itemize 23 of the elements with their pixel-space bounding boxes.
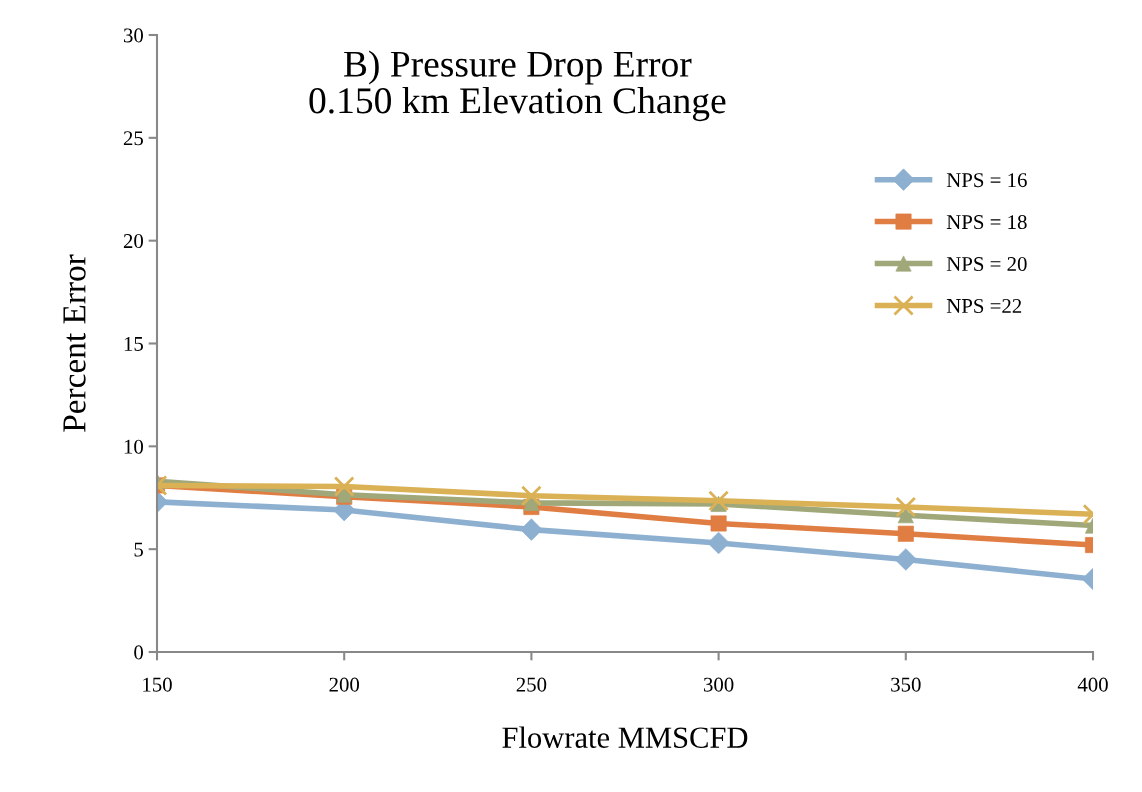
x-tick-label: 200 <box>329 677 360 692</box>
y-axis-title: Percent Error <box>63 254 86 432</box>
y-tick-label: 15 <box>124 336 143 351</box>
y-tick-label: 30 <box>123 28 144 43</box>
legend-label: NPS = 18 <box>946 215 1027 230</box>
x-tick-label: 150 <box>143 677 172 692</box>
x-tick-label: 400 <box>1077 677 1108 692</box>
x-tick-label: 300 <box>703 677 734 692</box>
y-tick-label: 5 <box>134 542 143 557</box>
y-tick-label: 10 <box>124 439 144 454</box>
x-tick-label: 250 <box>516 677 547 692</box>
point <box>707 531 730 555</box>
text: B) Pressure Drop Error 0.150 km Elevation Change <box>309 50 726 122</box>
point <box>520 485 542 507</box>
y-tick-label: 0 <box>134 645 144 660</box>
legend-label: NPS = 16 <box>946 173 1027 188</box>
x-axis-title: Flowrate MMSCFD <box>502 726 748 748</box>
point <box>708 490 730 512</box>
legend-label: NPS =22 <box>946 298 1022 313</box>
y-tick-label: 20 <box>123 234 144 249</box>
legend-label: NPS = 20 <box>946 256 1027 272</box>
x-tick-label: 350 <box>891 677 921 692</box>
y-tick-label: 25 <box>123 131 143 146</box>
